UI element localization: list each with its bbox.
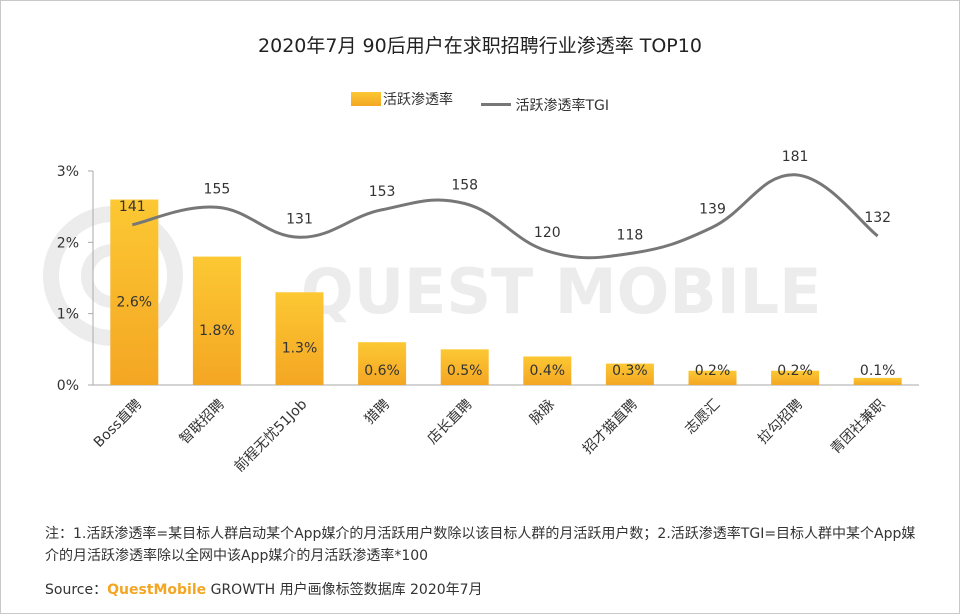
- bar: [110, 199, 159, 385]
- bar-value-label: 0.6%: [364, 363, 400, 379]
- bar: [275, 292, 324, 385]
- bar: [192, 256, 241, 385]
- bar: [771, 370, 820, 385]
- bar-value-label: 0.2%: [695, 363, 731, 379]
- x-category-label: 猎聘: [362, 397, 393, 428]
- tgi-value-label: 131: [286, 211, 313, 227]
- tgi-value-label: 118: [617, 228, 644, 244]
- x-category-label: 志愿汇: [682, 397, 723, 438]
- bar-value-label: 0.2%: [777, 363, 813, 379]
- tgi-line: [131, 173, 879, 260]
- watermark-text: QUEST MOBILE: [301, 255, 822, 328]
- tgi-value-label: 120: [534, 225, 561, 241]
- bar: [440, 349, 489, 385]
- y-tick-label: 3%: [57, 164, 79, 180]
- bar-value-label: 0.3%: [612, 363, 648, 379]
- x-category-label: 招才猫直聘: [579, 396, 641, 458]
- bar: [688, 370, 737, 385]
- tgi-value-label: 153: [369, 184, 396, 200]
- source-suffix: GROWTH 用户画像标签数据库 2020年7月: [206, 582, 483, 598]
- legend-item-line: 活跃渗透率TGI: [481, 95, 609, 115]
- x-category-label: 青团社兼职: [828, 397, 889, 458]
- tgi-value-label: 181: [782, 149, 809, 165]
- bar: [358, 342, 407, 385]
- bar: [523, 356, 572, 385]
- bar-value-label: 2.6%: [117, 294, 153, 310]
- tgi-value-label: 155: [204, 181, 231, 197]
- legend-line-label: 活跃渗透率TGI: [515, 97, 609, 114]
- footnote: 注：1.活跃渗透率=某目标人群启动某个App媒介的月活跃用户数除以该目标人群的月…: [45, 526, 916, 564]
- bar: [853, 377, 902, 385]
- bar-value-label: 0.1%: [860, 363, 896, 379]
- bar: [605, 363, 654, 385]
- legend-bar-swatch: [351, 92, 381, 106]
- tgi-value-label: 139: [699, 201, 726, 217]
- tgi-value-label: 141: [119, 199, 146, 215]
- x-category-label: 前程无忧51Job: [231, 396, 311, 476]
- x-category-label: 智联招聘: [177, 397, 228, 448]
- bar-value-label: 0.5%: [447, 363, 483, 379]
- x-category-label: 店长直聘: [424, 396, 476, 448]
- y-tick-label: 0%: [57, 378, 79, 394]
- source-line: Source：QuestMobile GROWTH 用户画像标签数据库 2020…: [45, 579, 483, 599]
- bar-value-label: 1.3%: [282, 341, 318, 357]
- tgi-value-label: 132: [864, 210, 891, 226]
- y-tick-label: 1%: [57, 307, 79, 323]
- tgi-value-label: 158: [451, 178, 478, 194]
- legend: 活跃渗透率 活跃渗透率TGI: [1, 89, 959, 115]
- y-tick-label: 2%: [57, 235, 79, 251]
- legend-line-swatch: [481, 103, 512, 106]
- x-category-label: Boss直聘: [90, 396, 145, 451]
- x-category-label: 脉脉: [527, 397, 558, 428]
- chart-title: 2020年7月 90后用户在求职招聘行业渗透率 TOP10: [258, 35, 702, 57]
- bar-value-label: 1.8%: [199, 323, 235, 339]
- legend-item-bar: 活跃渗透率: [351, 89, 453, 109]
- source-prefix: Source：: [45, 582, 108, 598]
- legend-bar-label: 活跃渗透率: [383, 92, 453, 108]
- bar-value-label: 0.4%: [530, 363, 566, 379]
- x-category-label: 拉勾招聘: [755, 397, 806, 448]
- source-brand: QuestMobile: [107, 582, 207, 598]
